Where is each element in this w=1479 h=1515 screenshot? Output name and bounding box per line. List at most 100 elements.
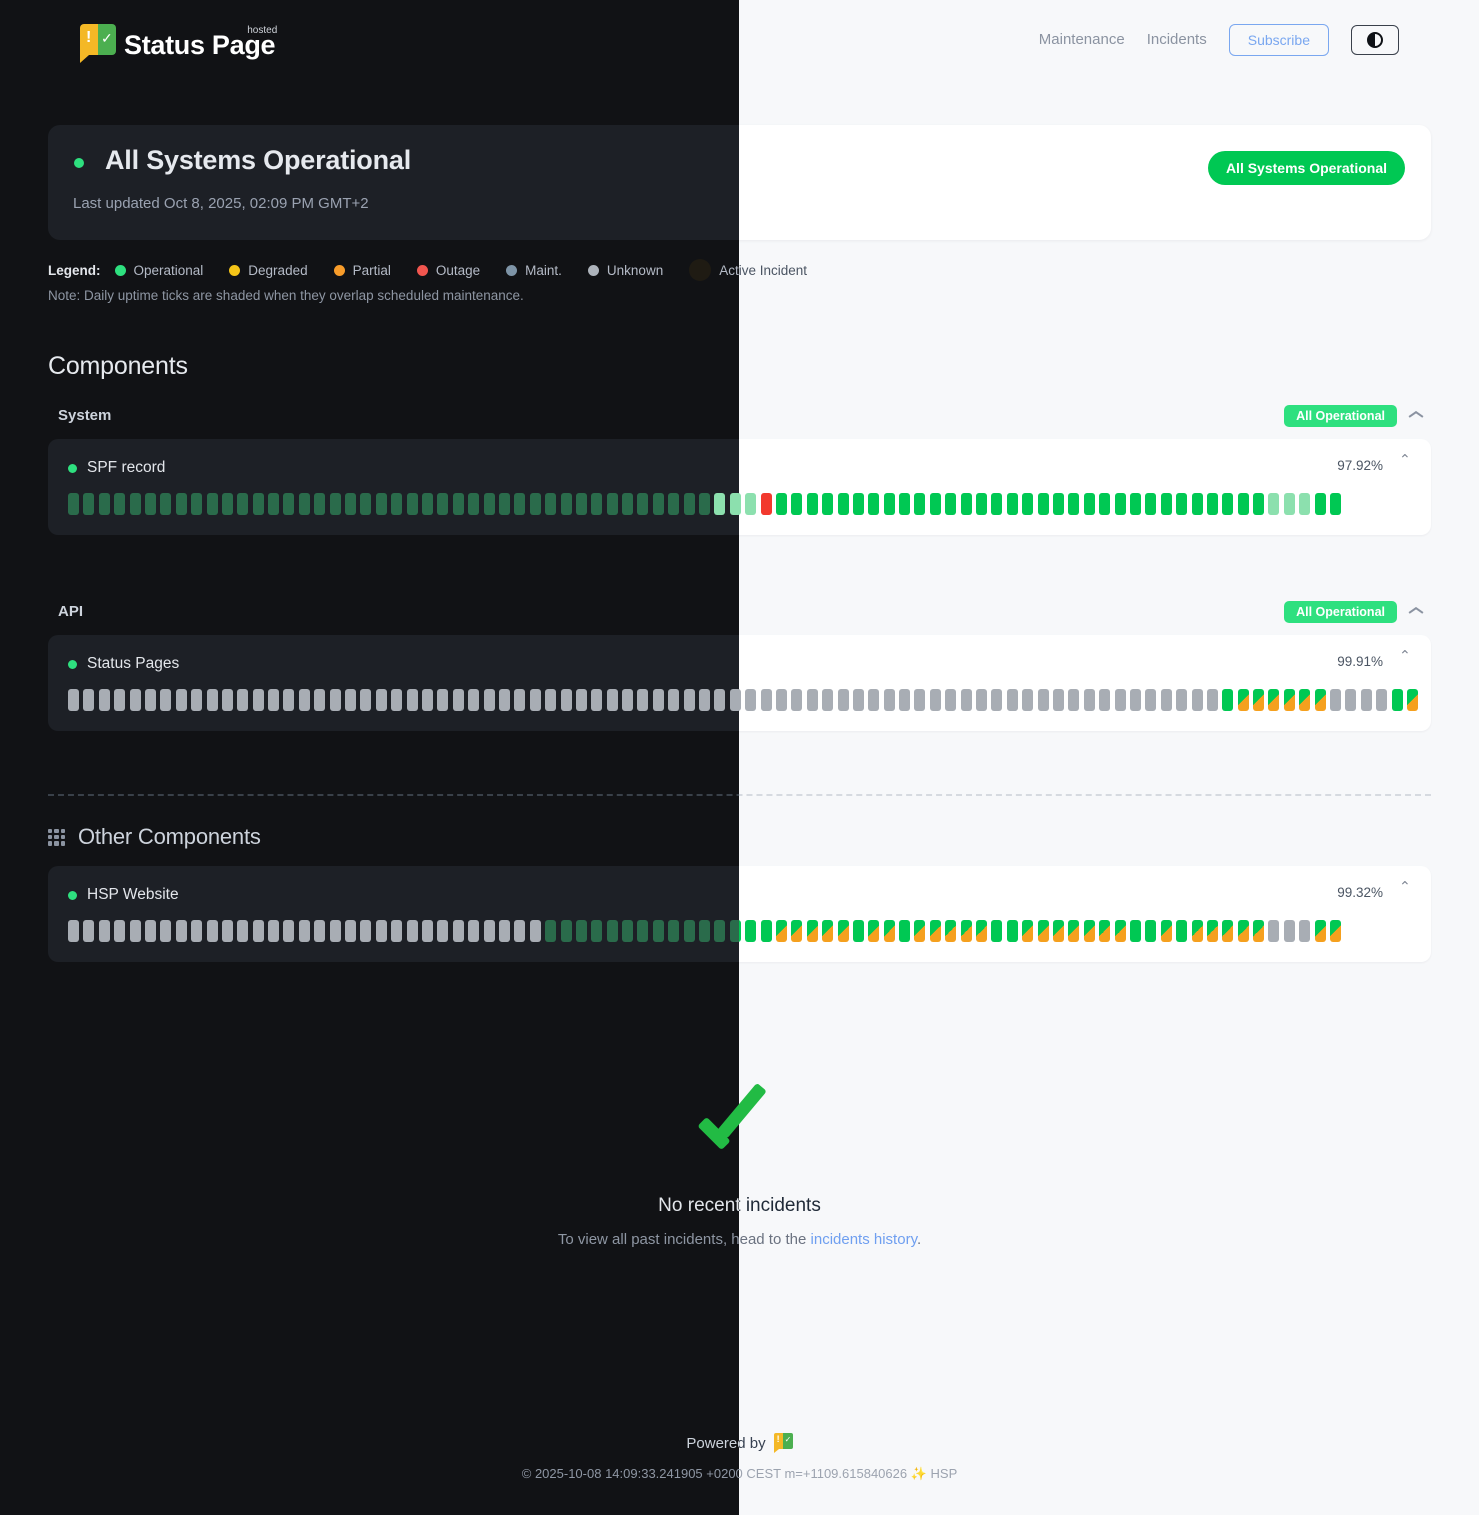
uptime-tick[interactable] [375, 493, 387, 515]
uptime-tick[interactable] [406, 493, 418, 515]
uptime-tick[interactable] [114, 493, 126, 515]
uptime-tick[interactable] [775, 493, 787, 515]
uptime-tick[interactable] [1083, 689, 1095, 711]
uptime-tick[interactable] [1191, 493, 1203, 515]
uptime-tick[interactable] [1053, 493, 1064, 515]
uptime-tick[interactable] [1160, 689, 1172, 711]
uptime-tick[interactable] [560, 493, 572, 515]
uptime-tick[interactable] [575, 689, 587, 711]
uptime-tick[interactable] [1037, 689, 1049, 711]
uptime-tick[interactable] [837, 493, 849, 515]
uptime-tick[interactable] [1222, 689, 1234, 711]
uptime-tick[interactable] [437, 689, 449, 711]
uptime-tick[interactable] [914, 493, 926, 515]
uptime-tick[interactable] [637, 493, 649, 515]
uptime-tick[interactable] [929, 920, 941, 942]
uptime-tick[interactable] [1129, 920, 1141, 942]
brand-logo[interactable]: ! ✓ Status Page hosted [80, 18, 277, 63]
uptime-tick[interactable] [452, 493, 464, 515]
uptime-tick[interactable] [375, 920, 387, 942]
uptime-tick[interactable] [1268, 689, 1280, 711]
uptime-tick[interactable] [1268, 493, 1280, 515]
uptime-tick[interactable] [237, 920, 249, 942]
uptime-tick[interactable] [791, 493, 803, 515]
uptime-tick[interactable] [1237, 493, 1249, 515]
uptime-tick[interactable] [899, 689, 911, 711]
uptime-tick[interactable] [1160, 920, 1172, 942]
uptime-tick[interactable] [739, 493, 741, 515]
uptime-tick[interactable] [391, 493, 403, 515]
uptime-tick[interactable] [1114, 493, 1126, 515]
uptime-tick[interactable] [1283, 689, 1295, 711]
uptime-tick[interactable] [991, 920, 1003, 942]
uptime-tick[interactable] [806, 689, 818, 711]
uptime-tick[interactable] [191, 493, 203, 515]
uptime-tick[interactable] [191, 920, 203, 942]
uptime-tick[interactable] [98, 689, 110, 711]
uptime-tick[interactable] [960, 689, 972, 711]
uptime-tick[interactable] [1330, 689, 1342, 711]
uptime-tick[interactable] [129, 493, 141, 515]
uptime-tick[interactable] [98, 493, 110, 515]
uptime-tick[interactable] [606, 920, 618, 942]
uptime-tick[interactable] [1022, 689, 1034, 711]
uptime-tick[interactable] [1176, 493, 1188, 515]
uptime-tick[interactable] [68, 689, 79, 711]
uptime-tick[interactable] [1206, 920, 1218, 942]
uptime-tick[interactable] [868, 689, 880, 711]
uptime-tick[interactable] [791, 689, 803, 711]
uptime-tick[interactable] [929, 493, 941, 515]
uptime-tick[interactable] [360, 920, 372, 942]
uptime-tick[interactable] [1283, 920, 1295, 942]
uptime-tick[interactable] [314, 920, 326, 942]
uptime-tick[interactable] [1191, 689, 1203, 711]
uptime-tick[interactable] [514, 920, 526, 942]
uptime-tick[interactable] [129, 689, 141, 711]
uptime-tick[interactable] [560, 689, 572, 711]
uptime-tick[interactable] [252, 920, 264, 942]
uptime-tick[interactable] [1330, 920, 1342, 942]
uptime-tick[interactable] [991, 493, 1003, 515]
uptime-tick[interactable] [1083, 493, 1095, 515]
uptime-tick[interactable] [345, 493, 357, 515]
uptime-tick[interactable] [560, 920, 572, 942]
uptime-tick[interactable] [1114, 920, 1126, 942]
subscribe-button[interactable]: Subscribe [1228, 24, 1329, 56]
uptime-tick[interactable] [221, 920, 233, 942]
uptime-tick[interactable] [745, 493, 757, 515]
uptime-tick[interactable] [529, 920, 541, 942]
uptime-tick[interactable] [991, 689, 1003, 711]
uptime-tick[interactable] [1299, 920, 1311, 942]
uptime-tick[interactable] [960, 920, 972, 942]
uptime-tick[interactable] [837, 689, 849, 711]
uptime-tick[interactable] [1268, 920, 1280, 942]
uptime-tick[interactable] [637, 689, 649, 711]
uptime-tick[interactable] [806, 493, 818, 515]
uptime-tick[interactable] [976, 493, 988, 515]
uptime-tick[interactable] [868, 493, 880, 515]
uptime-tick[interactable] [760, 689, 772, 711]
uptime-tick[interactable] [221, 493, 233, 515]
chevron-up-icon[interactable] [1409, 608, 1423, 617]
uptime-tick[interactable] [1006, 493, 1018, 515]
uptime-tick[interactable] [1006, 920, 1018, 942]
uptime-tick[interactable] [1406, 689, 1418, 711]
uptime-tick[interactable] [837, 920, 849, 942]
uptime-tick[interactable] [914, 920, 926, 942]
uptime-tick[interactable] [591, 920, 603, 942]
uptime-tick[interactable] [1222, 920, 1234, 942]
uptime-tick[interactable] [852, 689, 864, 711]
uptime-tick[interactable] [1037, 920, 1049, 942]
uptime-tick[interactable] [729, 493, 741, 515]
uptime-tick[interactable] [514, 493, 526, 515]
uptime-tick[interactable] [668, 493, 680, 515]
uptime-tick[interactable] [822, 920, 834, 942]
uptime-tick[interactable] [729, 920, 741, 942]
uptime-tick[interactable] [1037, 493, 1049, 515]
uptime-tick[interactable] [298, 920, 310, 942]
uptime-tick[interactable] [976, 689, 988, 711]
uptime-tick[interactable] [545, 920, 557, 942]
uptime-tick[interactable] [652, 689, 664, 711]
footer-logo-icon[interactable]: !✓ [773, 1433, 793, 1453]
uptime-tick[interactable] [683, 920, 695, 942]
